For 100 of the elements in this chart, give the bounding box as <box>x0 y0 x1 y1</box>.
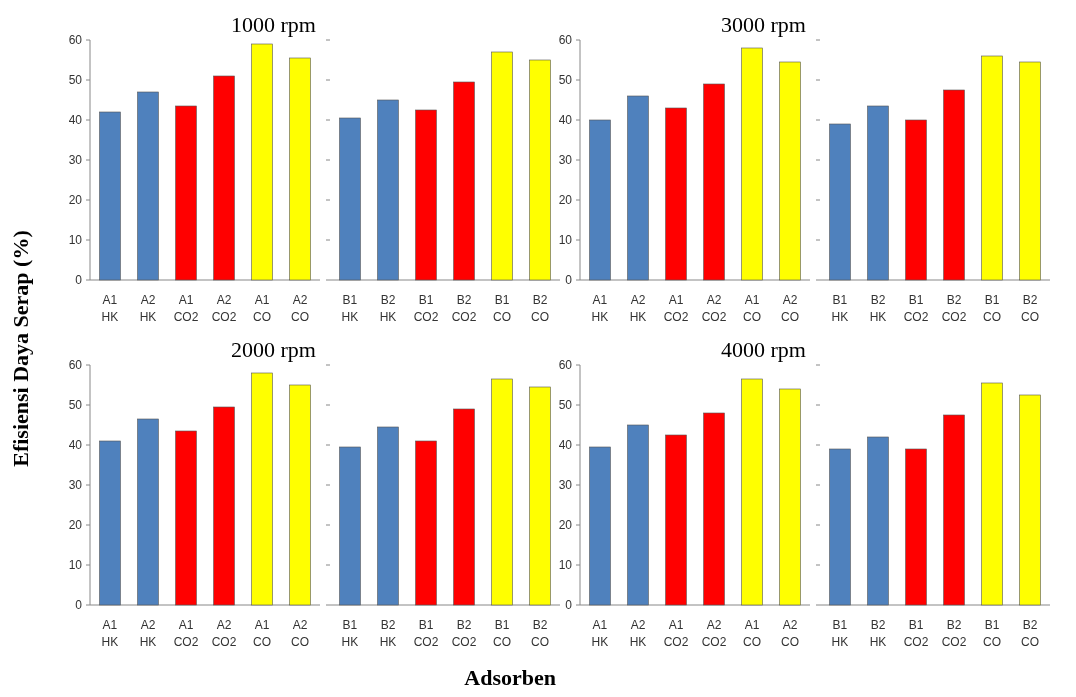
y-tick-label: 20 <box>558 518 573 533</box>
bar <box>867 105 889 281</box>
y-tick-label: 20 <box>68 518 83 533</box>
y-tick-label: 10 <box>68 233 83 248</box>
bar <box>213 75 235 281</box>
x-tick-label: A1 CO2 <box>173 293 199 324</box>
bar <box>703 412 725 606</box>
x-tick-label: B1 HK <box>341 618 359 649</box>
y-tick-label: 50 <box>68 73 83 88</box>
x-tick-label: B2 HK <box>379 618 397 649</box>
bar <box>779 61 801 281</box>
x-tick-label: B2 HK <box>869 293 887 324</box>
bar <box>175 430 197 606</box>
x-tick-label: A2 CO2 <box>211 618 237 649</box>
bar <box>829 448 851 606</box>
chart-title: 3000 rpm <box>721 12 806 37</box>
x-tick-label: B1 CO2 <box>903 293 929 324</box>
x-tick-label: A2 CO <box>781 618 800 649</box>
bar <box>289 384 311 606</box>
bar <box>339 117 361 281</box>
y-tick-label: 50 <box>558 73 573 88</box>
y-tick-label: 20 <box>558 193 573 208</box>
x-tick-label: A2 HK <box>139 618 157 649</box>
x-tick-label: A2 CO <box>291 293 310 324</box>
bar <box>213 406 235 606</box>
x-tick-label: B2 CO2 <box>451 293 477 324</box>
y-tick-label: 40 <box>558 113 573 128</box>
x-tick-label: A2 CO <box>781 293 800 324</box>
x-tick-label: A2 HK <box>139 293 157 324</box>
bar <box>981 55 1003 281</box>
x-tick-label: B2 CO2 <box>941 618 967 649</box>
x-tick-label: A2 HK <box>629 293 647 324</box>
y-tick-label: 10 <box>68 558 83 573</box>
bar <box>99 111 121 281</box>
bar <box>339 446 361 606</box>
x-tick-label: A1 CO2 <box>173 618 199 649</box>
y-tick-label: 0 <box>75 598 83 613</box>
bar <box>905 119 927 281</box>
bar <box>453 81 475 281</box>
x-tick-label: B2 HK <box>379 293 397 324</box>
x-tick-label: A2 CO2 <box>211 293 237 324</box>
x-tick-label: B2 CO2 <box>941 293 967 324</box>
bar <box>1019 394 1041 606</box>
y-tick-label: 20 <box>68 193 83 208</box>
x-tick-label: A1 HK <box>101 618 119 649</box>
x-tick-label: B2 CO <box>1021 618 1040 649</box>
x-tick-label: A1 CO2 <box>663 293 689 324</box>
y-tick-label: 40 <box>68 438 83 453</box>
bar <box>415 440 437 606</box>
bar <box>627 95 649 281</box>
y-tick-label: 30 <box>68 478 83 493</box>
x-tick-label: A1 CO2 <box>663 618 689 649</box>
bar <box>589 119 611 281</box>
x-tick-label: B1 CO2 <box>413 293 439 324</box>
y-tick-label: 10 <box>558 558 573 573</box>
y-tick-label: 60 <box>68 358 83 373</box>
bar <box>943 414 965 606</box>
bar <box>589 446 611 606</box>
x-tick-label: B1 CO <box>983 293 1002 324</box>
x-tick-label: A1 CO <box>253 618 272 649</box>
bar <box>491 51 513 281</box>
bar <box>529 386 551 606</box>
y-tick-label: 40 <box>558 438 573 453</box>
bar <box>943 89 965 281</box>
x-tick-label: B2 CO2 <box>451 618 477 649</box>
bar <box>251 43 273 281</box>
y-tick-label: 0 <box>75 273 83 288</box>
bar <box>415 109 437 281</box>
x-tick-label: B1 HK <box>831 293 849 324</box>
x-tick-label: B1 HK <box>341 293 359 324</box>
y-tick-label: 10 <box>558 233 573 248</box>
x-tick-label: A1 HK <box>101 293 119 324</box>
x-tick-label: B1 CO2 <box>413 618 439 649</box>
x-tick-label: A1 CO <box>743 293 762 324</box>
x-tick-label: A2 CO2 <box>701 618 727 649</box>
bar <box>829 123 851 281</box>
x-tick-label: B2 CO <box>531 293 550 324</box>
bar <box>377 99 399 281</box>
chart-title: 2000 rpm <box>231 337 316 362</box>
bar <box>741 47 763 281</box>
x-tick-label: B2 CO <box>1021 293 1040 324</box>
y-tick-label: 60 <box>558 358 573 373</box>
chart-title: 4000 rpm <box>721 337 806 362</box>
bar <box>529 59 551 281</box>
bar <box>779 388 801 606</box>
bar <box>1019 61 1041 281</box>
y-tick-label: 40 <box>68 113 83 128</box>
x-tick-label: A1 HK <box>591 293 609 324</box>
y-tick-label: 60 <box>558 33 573 48</box>
x-tick-label: A1 HK <box>591 618 609 649</box>
x-tick-label: A1 CO <box>743 618 762 649</box>
y-tick-label: 50 <box>68 398 83 413</box>
y-tick-label: 0 <box>565 598 573 613</box>
bar <box>905 448 927 606</box>
y-tick-label: 50 <box>558 398 573 413</box>
x-axis-title: Adsorben <box>464 665 556 690</box>
bar <box>665 434 687 606</box>
bar <box>627 424 649 606</box>
bar <box>491 378 513 606</box>
bar <box>867 436 889 606</box>
